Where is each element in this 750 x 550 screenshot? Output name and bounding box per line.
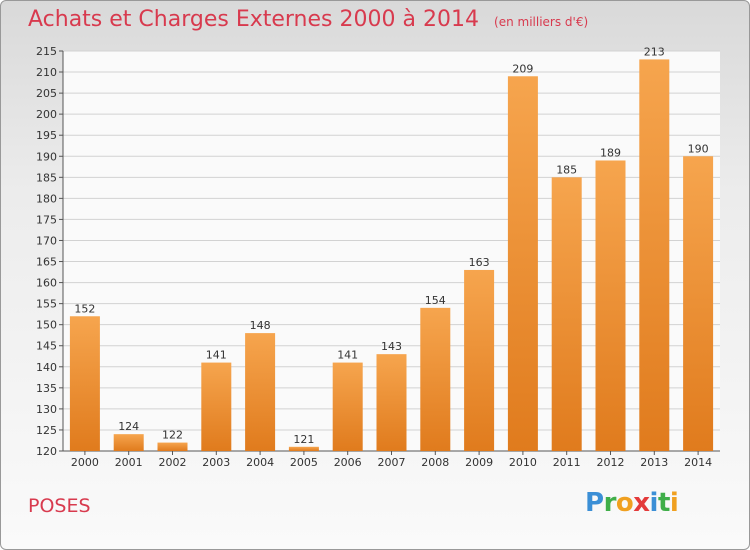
- chart-title: Achats et Charges Externes 2000 à 2014 (…: [28, 7, 588, 32]
- bar: [245, 333, 276, 451]
- data-label: 190: [688, 142, 709, 155]
- y-tick-label: 160: [36, 277, 57, 290]
- y-tick-label: 170: [36, 234, 57, 247]
- bar: [376, 354, 407, 451]
- bar: [420, 307, 451, 451]
- y-tick-label: 135: [36, 382, 57, 395]
- data-label: 163: [469, 256, 490, 269]
- y-tick-label: 205: [36, 87, 57, 100]
- data-label: 152: [74, 302, 95, 315]
- logo-letter: r: [603, 488, 617, 518]
- bar: [464, 269, 495, 451]
- y-tick-label: 145: [36, 340, 57, 353]
- x-tick-label: 2007: [378, 456, 406, 469]
- data-label: 141: [337, 349, 358, 362]
- x-tick-label: 2013: [640, 456, 668, 469]
- logo-letter: t: [657, 488, 670, 518]
- x-tick-label: 2005: [290, 456, 318, 469]
- bar: [595, 160, 626, 451]
- bar: [113, 434, 144, 451]
- y-tick-label: 130: [36, 403, 57, 416]
- y-tick-label: 155: [36, 298, 57, 311]
- proxiti-logo: Proxiti: [585, 488, 679, 518]
- y-tick-label: 210: [36, 66, 57, 79]
- y-tick-label: 175: [36, 213, 57, 226]
- data-label: 185: [556, 163, 577, 176]
- y-tick-label: 195: [36, 129, 57, 142]
- logo-letter: i: [649, 488, 659, 518]
- bar: [332, 362, 363, 451]
- data-label: 148: [250, 319, 271, 332]
- bar: [157, 442, 188, 451]
- data-label: 209: [512, 62, 533, 75]
- x-tick-label: 2010: [509, 456, 537, 469]
- data-label: 154: [425, 294, 446, 307]
- x-tick-label: 2009: [465, 456, 493, 469]
- x-tick-label: 2006: [334, 456, 362, 469]
- x-tick-label: 2008: [421, 456, 449, 469]
- y-tick-label: 200: [36, 108, 57, 121]
- x-tick-label: 2001: [115, 456, 143, 469]
- y-tick-label: 180: [36, 192, 57, 205]
- bar: [683, 156, 714, 451]
- bar: [507, 76, 538, 452]
- y-tick-label: 120: [36, 445, 57, 458]
- bar: [551, 177, 582, 451]
- data-label: 189: [600, 146, 621, 159]
- x-tick-label: 2004: [246, 456, 274, 469]
- x-tick-label: 2014: [684, 456, 712, 469]
- y-tick-label: 140: [36, 361, 57, 374]
- chart-unit: (en milliers d'€): [494, 15, 589, 29]
- x-tick-label: 2000: [71, 456, 99, 469]
- x-tick-label: 2011: [553, 456, 581, 469]
- y-tick-label: 190: [36, 150, 57, 163]
- bar: [69, 316, 100, 451]
- logo-letter: i: [669, 488, 679, 518]
- data-label: 213: [644, 45, 665, 58]
- bar: [288, 446, 319, 451]
- x-tick-label: 2002: [159, 456, 187, 469]
- bar: [201, 362, 232, 451]
- x-tick-label: 2003: [202, 456, 230, 469]
- commune-name: POSES: [28, 495, 91, 517]
- bar: [639, 59, 670, 451]
- x-tick-label: 2012: [597, 456, 625, 469]
- data-label: 121: [293, 433, 314, 446]
- chart-title-text: Achats et Charges Externes 2000 à 2014: [28, 7, 479, 32]
- y-tick-label: 165: [36, 256, 57, 269]
- logo-letter: o: [615, 488, 634, 518]
- y-tick-label: 150: [36, 319, 57, 332]
- data-label: 141: [206, 349, 227, 362]
- data-label: 124: [118, 420, 139, 433]
- logo-letter: x: [633, 488, 650, 518]
- data-label: 143: [381, 340, 402, 353]
- data-label: 122: [162, 429, 183, 442]
- y-tick-label: 185: [36, 171, 57, 184]
- y-tick-label: 215: [36, 45, 57, 58]
- y-tick-label: 125: [36, 424, 57, 437]
- logo-letter: P: [585, 488, 604, 518]
